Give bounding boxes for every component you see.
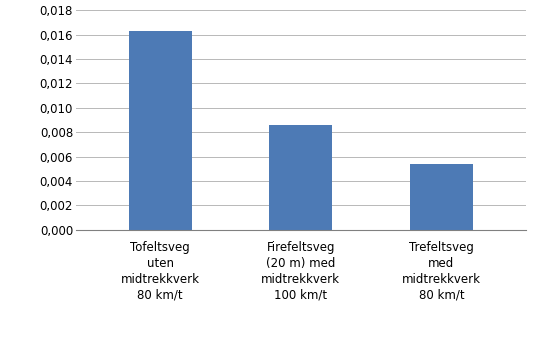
Bar [269,125,332,230]
Bar [410,164,473,230]
Bar [128,31,192,230]
